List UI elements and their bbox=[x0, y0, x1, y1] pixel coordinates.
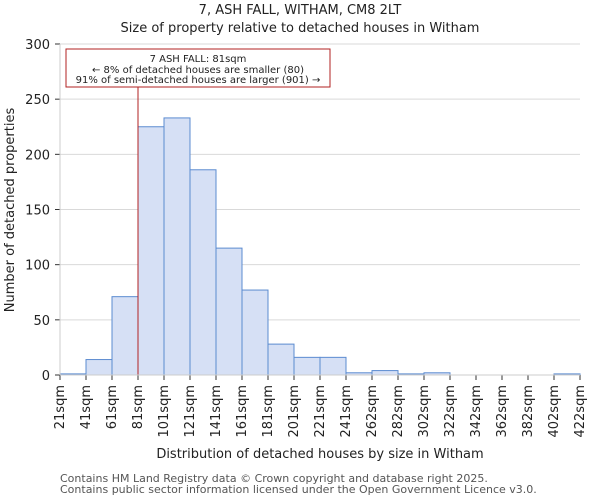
y-tick-label: 0 bbox=[42, 369, 50, 384]
x-tick-label: 342sqm bbox=[469, 385, 484, 438]
y-tick-label: 300 bbox=[25, 38, 50, 53]
bar-141sqm bbox=[215, 247, 243, 376]
bar-161sqm bbox=[241, 289, 269, 376]
annotation-box: 7 ASH FALL: 81sqm ← 8% of detached house… bbox=[65, 48, 331, 88]
chart-title: 7, ASH FALL, WITHAM, CM8 2LT bbox=[199, 3, 402, 18]
bar-201sqm bbox=[293, 356, 321, 376]
annotation-line-2: ← 8% of detached houses are smaller (80) bbox=[92, 65, 304, 76]
x-tick-label: 241sqm bbox=[339, 385, 354, 438]
annotation-line-1: 7 ASH FALL: 81sqm bbox=[150, 54, 247, 65]
y-tick-label: 200 bbox=[25, 148, 50, 163]
footer-line-2: Contains public sector information licen… bbox=[60, 483, 537, 496]
y-tick-label: 100 bbox=[25, 259, 50, 274]
x-tick-label: 181sqm bbox=[261, 385, 276, 438]
x-tick-label: 201sqm bbox=[287, 385, 302, 438]
annotation-line-3: 91% of semi-detached houses are larger (… bbox=[76, 75, 321, 86]
bar-61sqm bbox=[111, 296, 139, 376]
x-tick-label: 161sqm bbox=[235, 385, 250, 438]
chart-subtitle: Size of property relative to detached ho… bbox=[121, 21, 480, 36]
x-tick-label: 282sqm bbox=[391, 385, 406, 438]
bars bbox=[59, 117, 581, 376]
bar-41sqm bbox=[85, 359, 113, 376]
bar-81sqm bbox=[137, 126, 165, 376]
x-tick-label: 81sqm bbox=[131, 385, 146, 429]
bar-121sqm bbox=[189, 169, 217, 376]
x-tick-label: 262sqm bbox=[365, 385, 380, 438]
x-tick-label: 101sqm bbox=[157, 385, 172, 438]
x-tick-label: 402sqm bbox=[547, 385, 562, 438]
x-tick-label: 61sqm bbox=[105, 385, 120, 429]
x-tick-label: 422sqm bbox=[573, 385, 588, 438]
bar-101sqm bbox=[163, 117, 191, 376]
y-axis-ticks: 0 50 100 150 200 250 300 bbox=[25, 38, 60, 384]
x-tick-label: 221sqm bbox=[313, 385, 328, 438]
bar-221sqm bbox=[319, 356, 347, 376]
x-tick-label: 322sqm bbox=[443, 385, 458, 438]
x-tick-label: 141sqm bbox=[209, 385, 224, 438]
x-axis-label: Distribution of detached houses by size … bbox=[156, 447, 483, 462]
x-tick-label: 382sqm bbox=[521, 385, 536, 438]
y-tick-label: 250 bbox=[25, 93, 50, 108]
bar-181sqm bbox=[267, 343, 295, 376]
y-axis-label: Number of detached properties bbox=[3, 108, 18, 313]
y-tick-label: 150 bbox=[25, 204, 50, 219]
x-tick-label: 362sqm bbox=[495, 385, 510, 438]
x-axis-ticks: 21sqm 41sqm 61sqm 81sqm 101sqm 121sqm 141sqm 16… bbox=[53, 375, 588, 438]
annotation-frame bbox=[65, 48, 331, 88]
bar-262sqm bbox=[371, 370, 399, 376]
y-tick-label: 50 bbox=[33, 314, 50, 329]
footer-line-1: Contains HM Land Registry data © Crown c… bbox=[60, 472, 488, 485]
x-tick-label: 302sqm bbox=[417, 385, 432, 438]
x-tick-label: 41sqm bbox=[79, 385, 94, 429]
x-tick-label: 121sqm bbox=[183, 385, 198, 438]
x-tick-label: 21sqm bbox=[53, 385, 68, 429]
